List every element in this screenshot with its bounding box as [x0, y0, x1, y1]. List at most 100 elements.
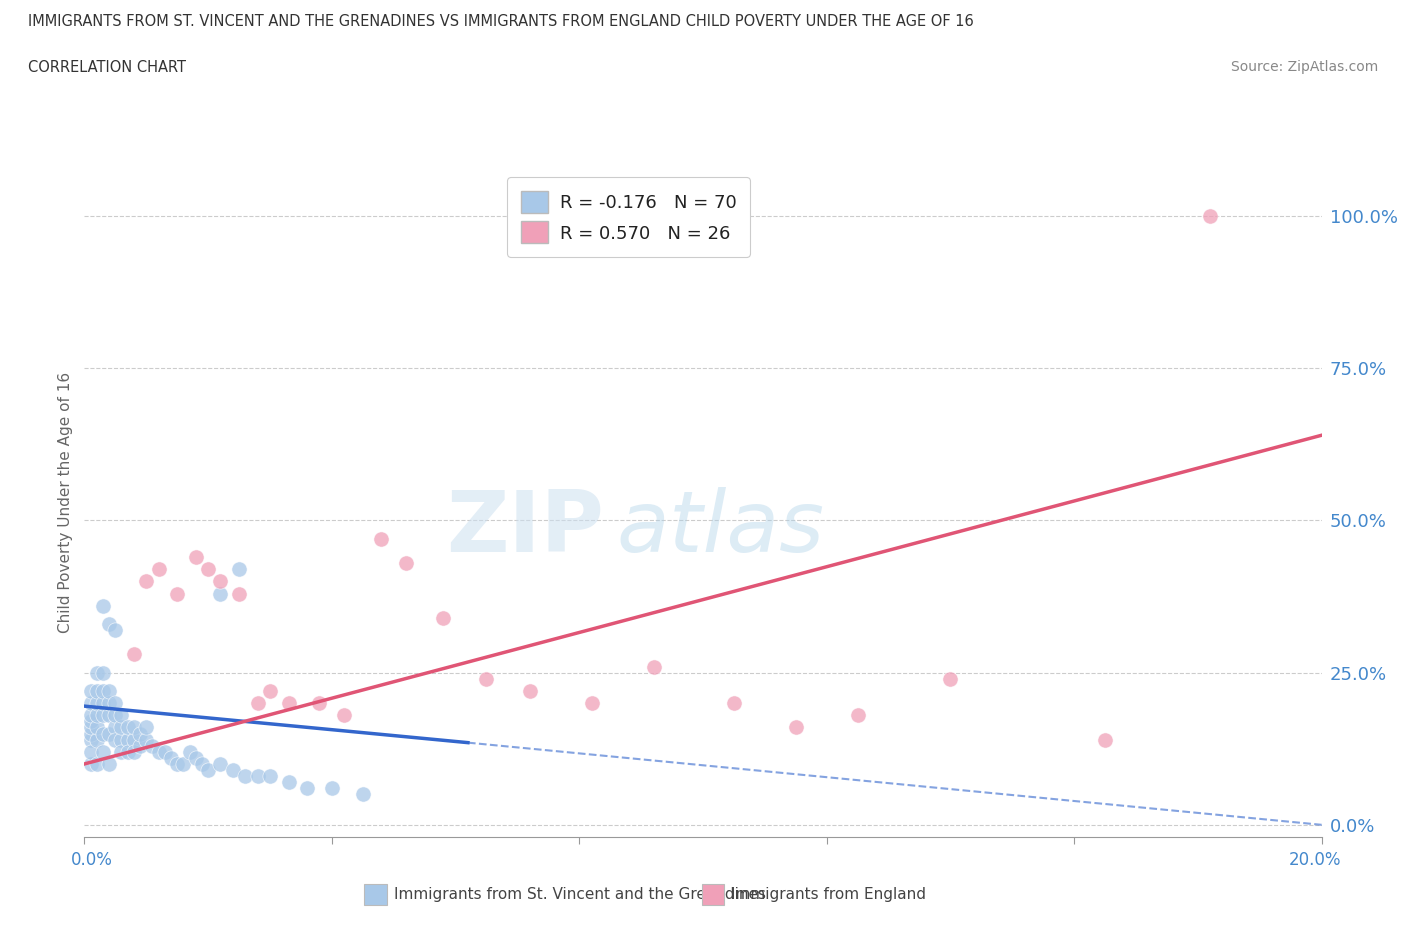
Point: [277, 696, 299, 711]
Point: [153, 744, 176, 759]
Point: [209, 574, 232, 589]
Point: [104, 732, 127, 747]
Point: [166, 586, 188, 601]
Point: [86, 696, 108, 711]
Point: [432, 610, 454, 625]
Point: [110, 732, 132, 747]
Point: [209, 756, 232, 771]
Point: [79, 684, 101, 698]
Point: [475, 671, 498, 686]
Point: [228, 562, 250, 577]
Point: [122, 732, 145, 747]
Point: [179, 744, 201, 759]
Point: [98, 617, 121, 631]
Point: [79, 756, 101, 771]
Point: [184, 751, 207, 765]
Point: [259, 769, 281, 784]
Point: [91, 665, 114, 680]
Point: [160, 751, 183, 765]
Point: [98, 696, 121, 711]
Point: [295, 781, 318, 796]
Text: atlas: atlas: [616, 487, 824, 570]
Point: [91, 684, 114, 698]
Point: [1094, 732, 1116, 747]
Point: [129, 738, 152, 753]
Point: [184, 550, 207, 565]
Point: [197, 763, 219, 777]
Point: [79, 726, 101, 741]
Point: [79, 744, 101, 759]
Point: [233, 769, 256, 784]
Point: [86, 732, 108, 747]
Point: [135, 720, 157, 735]
Point: [91, 726, 114, 741]
Point: [104, 708, 127, 723]
Point: [333, 708, 356, 723]
Point: [939, 671, 962, 686]
Point: [352, 787, 374, 802]
Point: [91, 598, 114, 613]
Point: [129, 726, 152, 741]
Point: [110, 720, 132, 735]
Point: [246, 769, 269, 784]
Point: [277, 775, 299, 790]
Text: Immigrants from St. Vincent and the Grenadines: Immigrants from St. Vincent and the Gren…: [394, 887, 766, 902]
Point: [259, 684, 281, 698]
Point: [135, 732, 157, 747]
Point: [222, 763, 245, 777]
Point: [1199, 208, 1222, 223]
Text: 0.0%: 0.0%: [70, 851, 112, 869]
Point: [141, 738, 163, 753]
Point: [581, 696, 603, 711]
Text: CORRELATION CHART: CORRELATION CHART: [28, 60, 186, 75]
Point: [519, 684, 541, 698]
Point: [98, 726, 121, 741]
Point: [785, 720, 807, 735]
Point: [86, 756, 108, 771]
Point: [91, 744, 114, 759]
Text: Immigrants from England: Immigrants from England: [731, 887, 927, 902]
Point: [104, 622, 127, 637]
Point: [191, 756, 214, 771]
Point: [122, 720, 145, 735]
Point: [395, 555, 418, 570]
Point: [91, 708, 114, 723]
Point: [846, 708, 869, 723]
Point: [122, 647, 145, 662]
Point: [79, 714, 101, 729]
Text: 20.0%: 20.0%: [1288, 851, 1341, 869]
Point: [723, 696, 745, 711]
Point: [122, 744, 145, 759]
Point: [79, 720, 101, 735]
Point: [370, 531, 392, 546]
Legend: R = -0.176   N = 70, R = 0.570   N = 26: R = -0.176 N = 70, R = 0.570 N = 26: [508, 177, 751, 257]
Point: [86, 665, 108, 680]
Point: [86, 708, 108, 723]
Point: [209, 586, 232, 601]
Point: [308, 696, 330, 711]
Point: [91, 696, 114, 711]
Point: [86, 684, 108, 698]
Point: [110, 744, 132, 759]
Point: [172, 756, 194, 771]
Point: [166, 756, 188, 771]
Point: [148, 744, 170, 759]
Point: [246, 696, 269, 711]
Y-axis label: Child Poverty Under the Age of 16: Child Poverty Under the Age of 16: [58, 372, 73, 632]
Point: [98, 684, 121, 698]
Text: ZIP: ZIP: [446, 487, 605, 570]
Point: [117, 732, 139, 747]
Point: [79, 732, 101, 747]
Point: [98, 756, 121, 771]
Point: [643, 659, 665, 674]
Point: [135, 574, 157, 589]
Text: Source: ZipAtlas.com: Source: ZipAtlas.com: [1230, 60, 1378, 74]
Point: [117, 744, 139, 759]
Text: IMMIGRANTS FROM ST. VINCENT AND THE GRENADINES VS IMMIGRANTS FROM ENGLAND CHILD : IMMIGRANTS FROM ST. VINCENT AND THE GREN…: [28, 14, 974, 29]
Point: [197, 562, 219, 577]
Point: [117, 720, 139, 735]
Point: [79, 696, 101, 711]
Point: [104, 720, 127, 735]
Point: [321, 781, 343, 796]
Point: [86, 720, 108, 735]
